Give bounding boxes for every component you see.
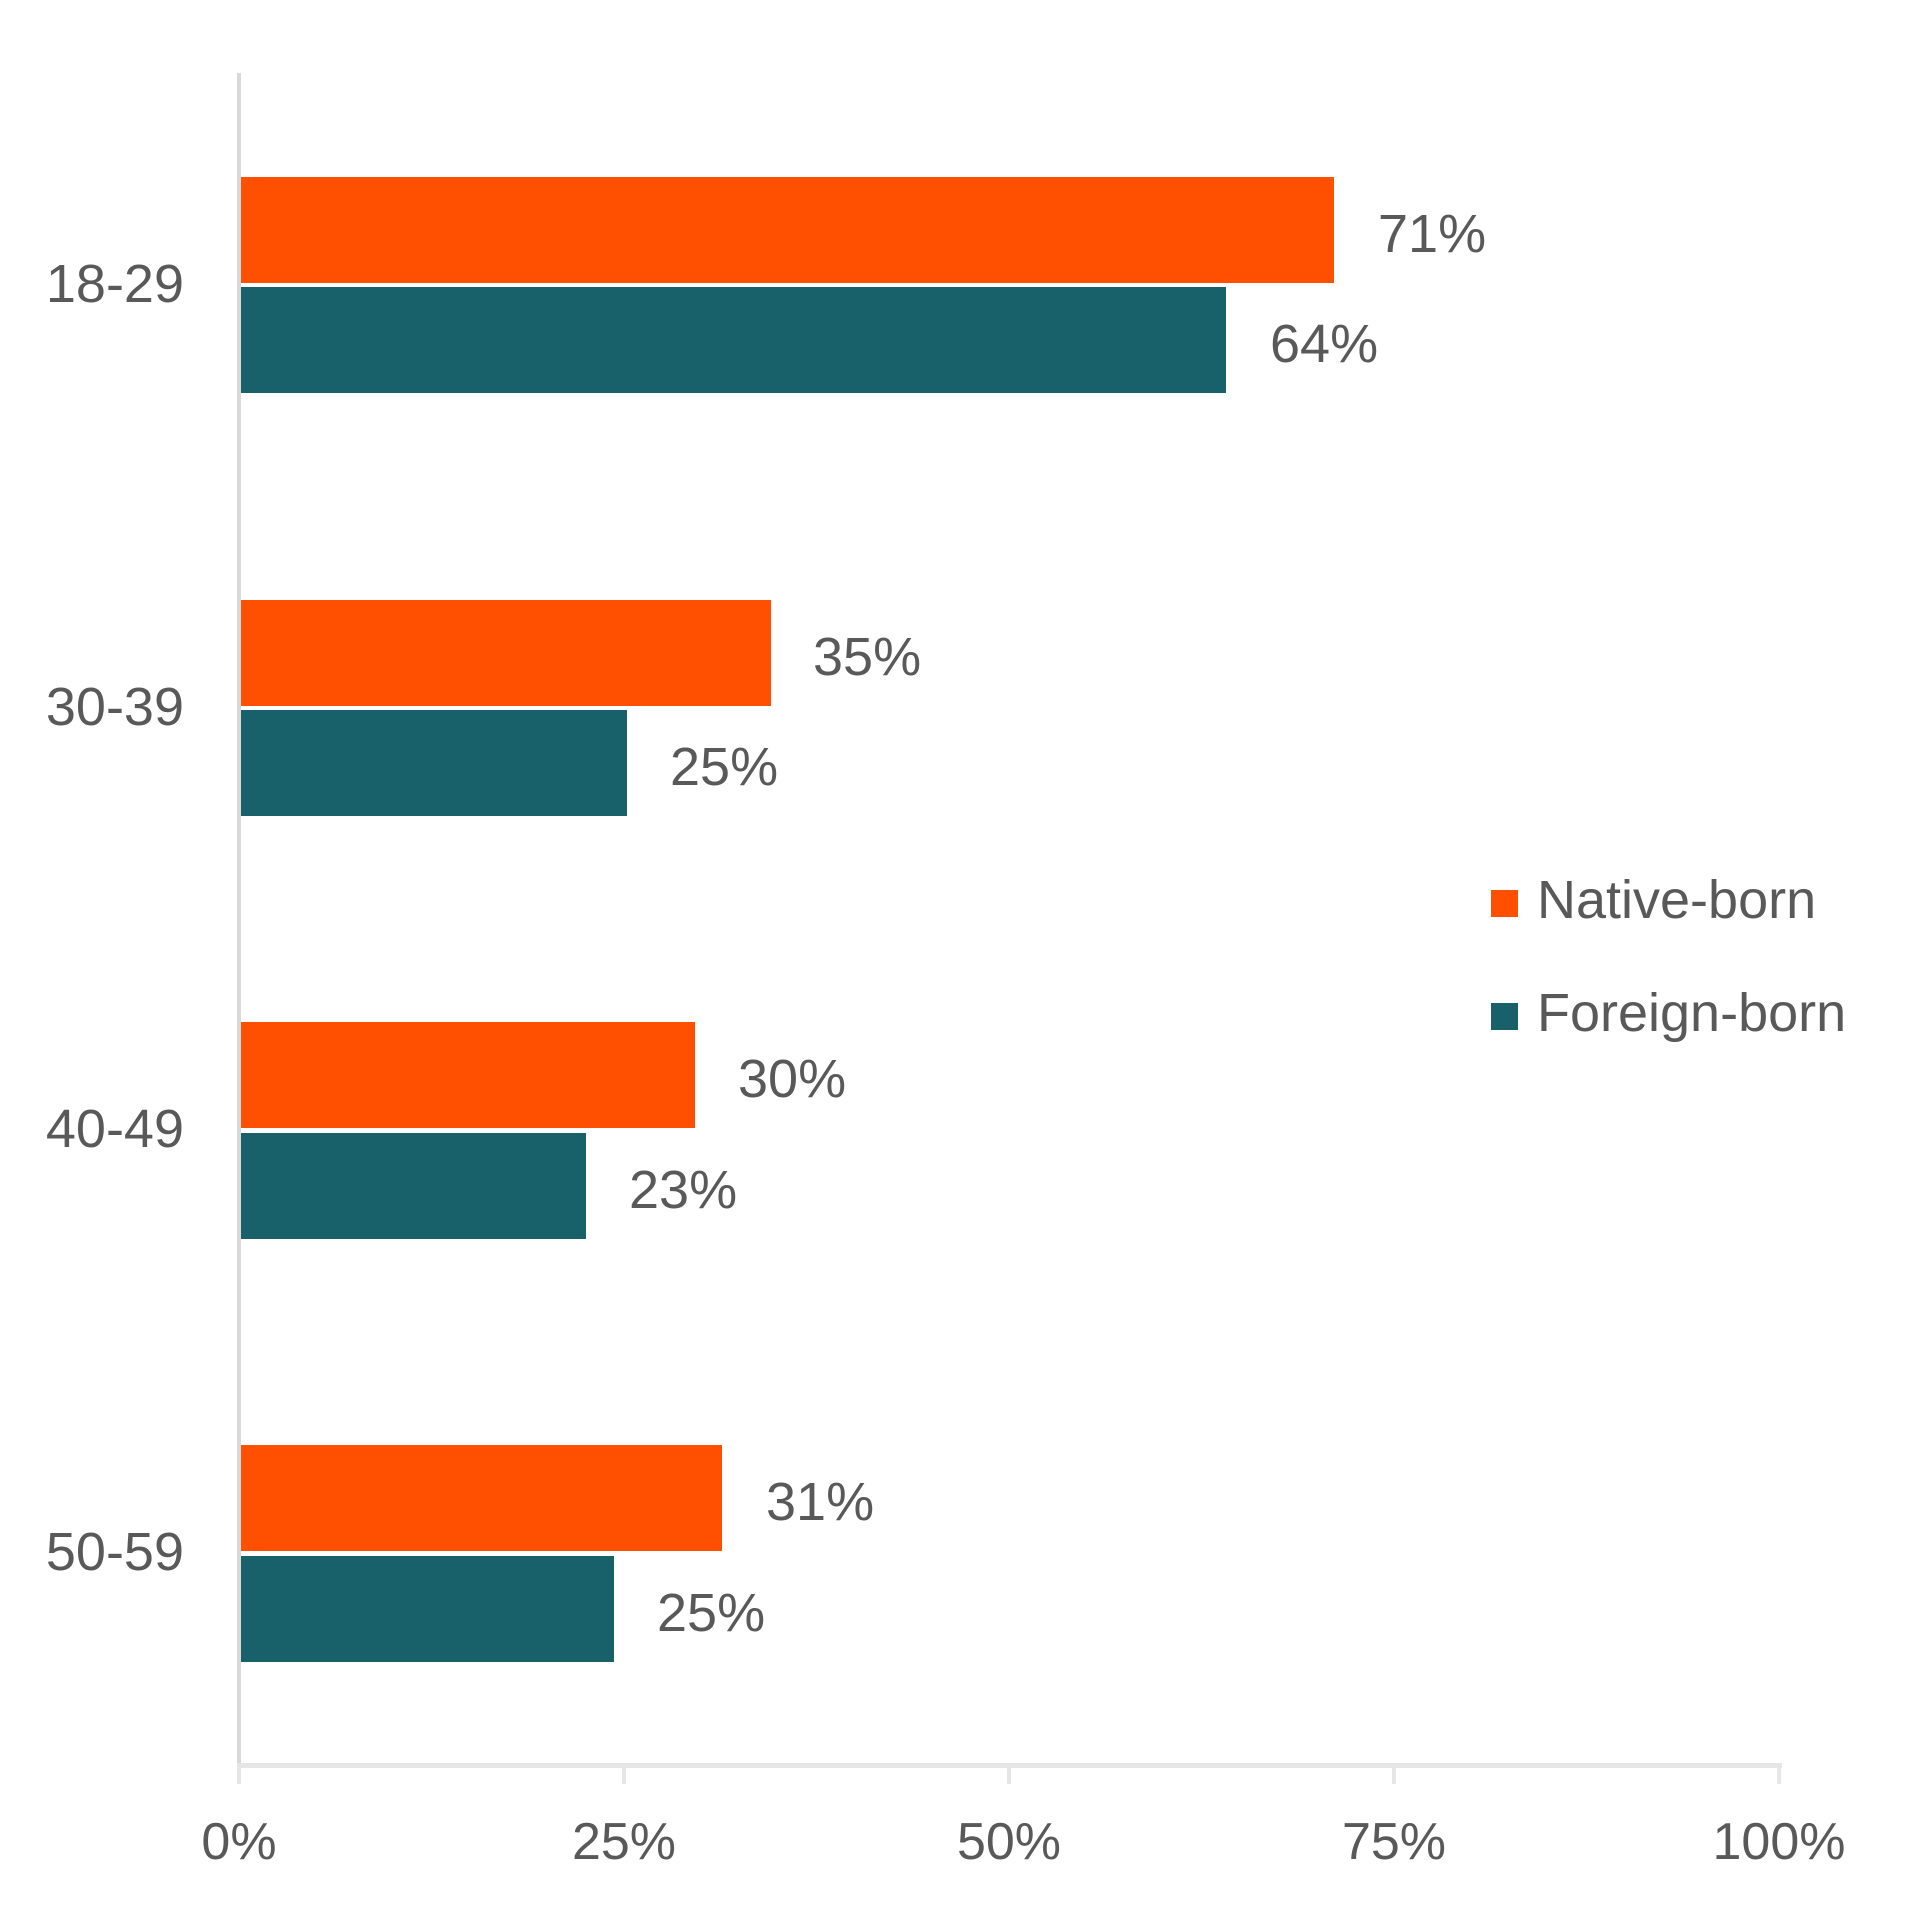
category-label: 40-49 [45,1099,184,1159]
x-tick-label: 25% [571,1813,677,1871]
bar-foreign-40-49 [241,1133,586,1239]
value-label-foreign: 25% [670,737,779,797]
bar-native-40-49 [241,1022,695,1128]
legend-swatch-foreign-born [1491,1003,1518,1030]
x-tick-25 [622,1766,626,1784]
x-tick-50 [1007,1766,1011,1784]
bar-native-18-29 [241,177,1334,283]
x-tick-0 [237,1766,241,1784]
bar-foreign-30-39 [241,710,627,816]
value-label-native: 30% [738,1049,847,1109]
x-tick-label: 0% [201,1813,277,1871]
x-tick-label: 75% [1341,1813,1447,1871]
value-label-native: 71% [1378,204,1487,264]
y-axis-line [237,73,241,1767]
legend-item-native-born: Native-born [1491,870,1911,930]
bar-native-50-59 [241,1445,722,1551]
x-tick-75 [1392,1766,1396,1784]
category-label: 30-39 [45,677,184,737]
bar-foreign-18-29 [241,287,1226,393]
category-label: 50-59 [45,1522,184,1582]
value-label-native: 31% [766,1472,875,1532]
value-label-native: 35% [813,627,922,687]
value-label-foreign: 64% [1270,314,1379,374]
legend-label: Foreign-born [1537,983,1847,1043]
x-tick-label: 50% [956,1813,1062,1871]
legend-swatch-native-born [1491,890,1518,917]
category-label: 18-29 [45,254,184,314]
legend-label: Native-born [1537,870,1817,930]
x-axis-line [237,1763,1782,1768]
value-label-foreign: 23% [629,1160,738,1220]
value-label-foreign: 25% [657,1583,766,1643]
x-tick-label: 100% [1712,1813,1846,1871]
x-tick-100 [1777,1766,1781,1784]
bar-native-30-39 [241,600,771,706]
legend-item-foreign-born: Foreign-born [1491,983,1911,1043]
bar-foreign-50-59 [241,1556,614,1662]
